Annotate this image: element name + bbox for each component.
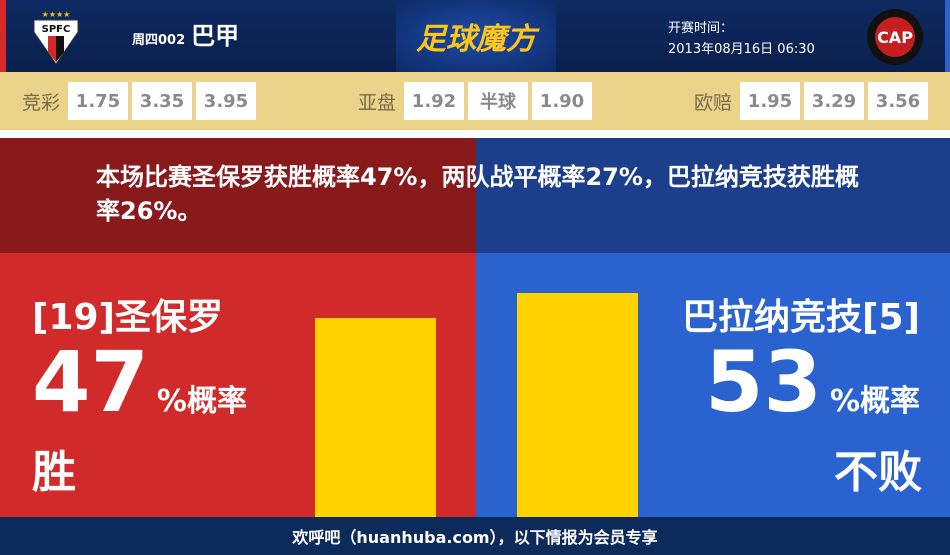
brand-logo: 足球魔方 bbox=[396, 0, 556, 72]
home-team-name: [19]圣保罗 bbox=[32, 297, 224, 338]
svg-text:★★★★: ★★★★ bbox=[42, 10, 71, 19]
odds-value: 半球 bbox=[468, 82, 529, 120]
home-color-strip bbox=[0, 0, 6, 72]
home-probability-bar bbox=[315, 318, 436, 517]
away-team-logo: CAP bbox=[867, 9, 923, 65]
league-name: 巴甲 bbox=[191, 22, 240, 50]
odds-value: 3.56 bbox=[868, 82, 929, 120]
away-team-name: 巴拉纳竞技[5] bbox=[682, 297, 920, 338]
odds-value: 1.75 bbox=[68, 82, 129, 120]
home-team-logo: SPFC ★★★★ bbox=[33, 10, 79, 65]
away-result: 不败 bbox=[834, 447, 922, 498]
odds-group-jingcai: 竞彩 1.75 3.35 3.95 bbox=[22, 82, 257, 120]
prediction-summary: 本场比赛圣保罗获胜概率47%，两队战平概率27%，巴拉纳竞技获胜概率26%。 bbox=[96, 163, 859, 225]
away-probability: 53 %概率 bbox=[705, 340, 920, 424]
svg-text:CAP: CAP bbox=[877, 28, 913, 47]
home-pct-label: %概率 bbox=[156, 384, 247, 419]
odds-value: 1.92 bbox=[404, 82, 465, 120]
kickoff-label: 开赛时间： bbox=[668, 21, 734, 36]
summary-bg-away bbox=[476, 138, 950, 253]
home-probability: 47 %概率 bbox=[32, 340, 247, 424]
odds-group-asian: 亚盘 1.92 半球 1.90 bbox=[358, 82, 593, 120]
away-color-strip bbox=[945, 0, 950, 72]
member-footer[interactable]: 欢呼吧（huanhuba.com），以下情报为会员专享 bbox=[0, 517, 950, 555]
odds-label: 亚盘 bbox=[358, 91, 397, 114]
match-header: SPFC ★★★★ 周四002 巴甲 足球魔方 开赛时间： 2013年08月16… bbox=[0, 0, 950, 72]
home-result: 胜 bbox=[32, 447, 76, 498]
away-pct-label: %概率 bbox=[829, 384, 920, 419]
odds-label: 欧赔 bbox=[694, 91, 733, 114]
odds-group-european: 欧赔 1.95 3.29 3.56 bbox=[694, 82, 929, 120]
match-number: 周四002 bbox=[132, 33, 186, 48]
odds-value: 1.95 bbox=[740, 82, 801, 120]
match-info: 周四002 巴甲 bbox=[132, 16, 239, 51]
away-probability-bar bbox=[517, 293, 638, 517]
odds-value: 1.90 bbox=[532, 82, 593, 120]
kickoff-time: 2013年08月16日 06:30 bbox=[668, 42, 815, 57]
odds-value: 3.95 bbox=[196, 82, 257, 120]
away-pct: 53 bbox=[705, 333, 822, 431]
odds-bar: 竞彩 1.75 3.35 3.95 亚盘 1.92 半球 1.90 欧赔 1.9… bbox=[0, 72, 950, 130]
home-pct: 47 bbox=[32, 333, 149, 431]
svg-text:SPFC: SPFC bbox=[42, 24, 71, 35]
odds-value: 3.29 bbox=[804, 82, 865, 120]
kickoff-info: 开赛时间： 2013年08月16日 06:30 bbox=[668, 18, 815, 60]
odds-value: 3.35 bbox=[132, 82, 193, 120]
odds-label: 竞彩 bbox=[22, 91, 61, 114]
summary-bg-home bbox=[0, 138, 476, 253]
